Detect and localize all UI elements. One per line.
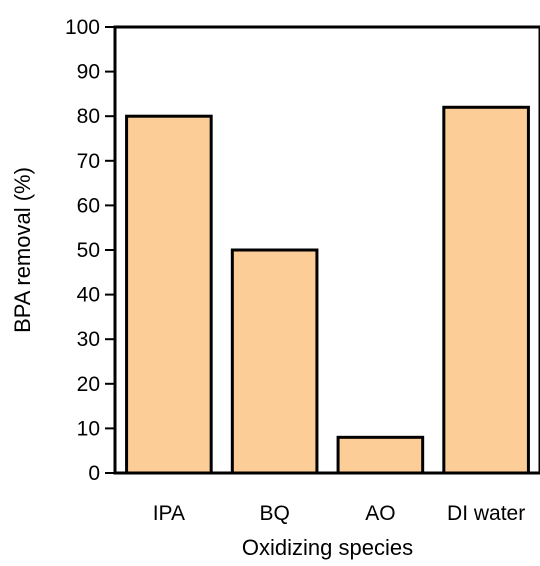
y-tick-label: 10 — [77, 417, 100, 440]
y-tick-label: 20 — [77, 373, 100, 396]
bar-ipa — [125, 114, 213, 475]
x-tick-label: BQ — [259, 502, 289, 525]
x-tick-label: AO — [365, 502, 395, 525]
x-axis-title: Oxidizing species — [242, 535, 413, 560]
bar-ao — [336, 435, 425, 475]
bars-layer — [125, 105, 530, 475]
x-tick-label: IPA — [153, 502, 185, 525]
y-tick-label: 80 — [77, 105, 100, 128]
x-tick-label: DI water — [447, 502, 525, 525]
bar-di-water — [442, 105, 530, 475]
y-tick-label: 30 — [77, 328, 100, 351]
y-tick-label: 60 — [77, 194, 100, 217]
x-axis: IPA BQ AO DI water — [153, 502, 525, 525]
y-tick-label: 50 — [77, 239, 100, 262]
y-axis: 0 10 20 30 40 50 60 70 80 90 100 — [65, 16, 115, 485]
y-tick-label: 70 — [77, 150, 100, 173]
y-tick-label: 100 — [65, 16, 100, 39]
bar-bq — [230, 248, 319, 475]
y-axis-title: BPA removal (%) — [10, 167, 35, 333]
y-tick-label: 40 — [77, 284, 100, 307]
y-tick-label: 0 — [88, 462, 100, 485]
y-tick-label: 90 — [77, 61, 100, 84]
